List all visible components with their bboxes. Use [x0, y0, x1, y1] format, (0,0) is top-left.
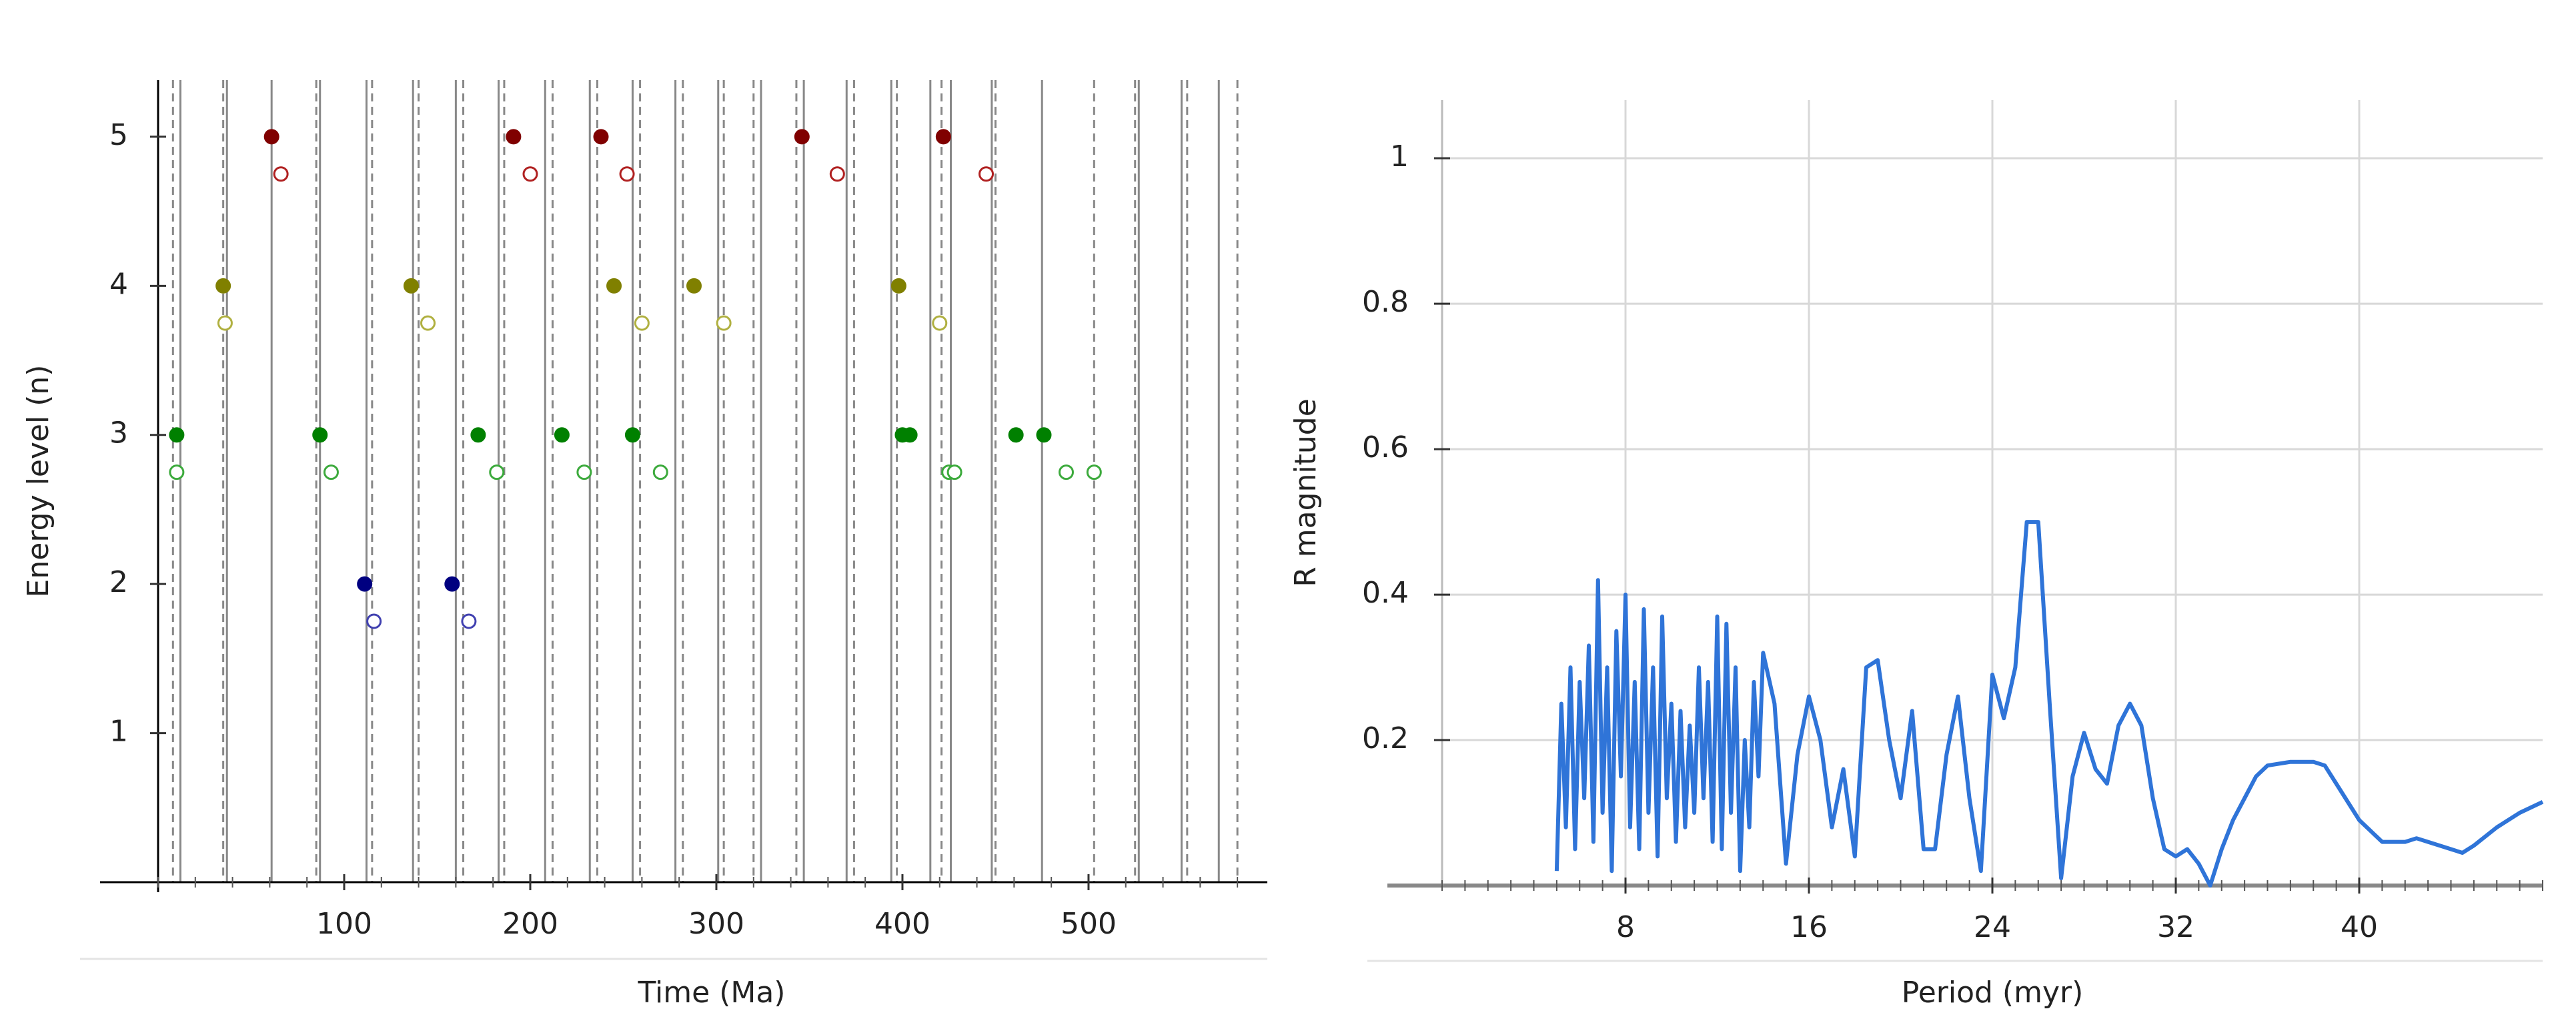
point: [461, 613, 477, 629]
x-axis-label: Period (myr): [1902, 976, 2084, 1010]
x-tick-label: 32: [2157, 910, 2194, 944]
point: [263, 129, 279, 145]
point: [169, 464, 185, 480]
y-tick-label: 0.8: [1362, 285, 1409, 319]
line: [1554, 520, 2544, 888]
point: [593, 129, 609, 145]
y-tick-label: 5: [109, 118, 128, 152]
point: [489, 464, 505, 480]
point: [716, 315, 732, 331]
x-tick-label: 16: [1790, 910, 1828, 944]
x-tick-label: 8: [1616, 910, 1635, 944]
point: [829, 166, 845, 182]
point: [890, 278, 906, 294]
point: [506, 129, 522, 145]
y-tick-label: 1: [109, 715, 128, 749]
x-tick-label: 300: [688, 907, 744, 941]
point: [1086, 464, 1102, 480]
point: [217, 315, 233, 331]
point: [619, 166, 635, 182]
point: [357, 576, 373, 592]
point: [932, 315, 948, 331]
y-tick-label: 1: [1390, 139, 1409, 174]
x-tick-label: 200: [502, 907, 558, 941]
y-axis-label: Energy level (n): [21, 365, 55, 598]
point: [215, 278, 231, 294]
x-tick-label: 400: [874, 907, 930, 941]
y-tick-label: 2: [109, 565, 128, 599]
point: [420, 315, 436, 331]
point: [522, 166, 538, 182]
point: [686, 278, 702, 294]
point: [902, 427, 918, 443]
point: [312, 427, 328, 443]
point: [576, 464, 592, 480]
point: [554, 427, 570, 443]
y-tick-label: 3: [109, 416, 128, 450]
y-tick-label: 0.6: [1362, 430, 1409, 464]
point: [634, 315, 650, 331]
point: [624, 427, 640, 443]
point: [652, 464, 668, 480]
point: [273, 166, 289, 182]
point: [366, 613, 382, 629]
x-tick-label: 24: [1974, 910, 2011, 944]
point: [935, 129, 951, 145]
point: [470, 427, 486, 443]
point: [606, 278, 622, 294]
y-tick-label: 4: [109, 267, 128, 301]
point: [403, 278, 419, 294]
point: [169, 427, 185, 443]
y-tick-label: 0.4: [1362, 576, 1409, 610]
x-tick-label: 100: [316, 907, 372, 941]
x-tick-label: 500: [1061, 907, 1117, 941]
point: [323, 464, 339, 480]
x-axis-label: Time (Ma): [638, 976, 786, 1010]
x-tick-label: 40: [2341, 910, 2378, 944]
point: [979, 166, 995, 182]
point: [1058, 464, 1074, 480]
point: [1008, 427, 1024, 443]
point: [946, 464, 962, 480]
point: [794, 129, 810, 145]
y-tick-label: 0.2: [1362, 721, 1409, 755]
point: [444, 576, 460, 592]
point: [1036, 427, 1052, 443]
y-axis-label: R magnitude: [1289, 398, 1323, 587]
